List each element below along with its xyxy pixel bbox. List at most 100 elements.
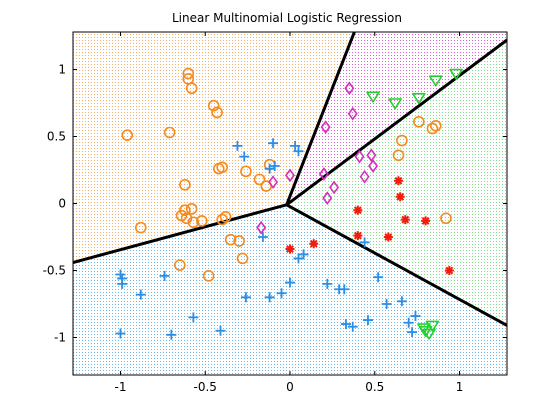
point-circle (426, 122, 439, 135)
point-diamond (318, 167, 329, 181)
point-triangle (412, 92, 426, 104)
x-tick-label: 0.5 (365, 380, 384, 394)
point-diamond (366, 148, 377, 163)
point-diamond (329, 180, 340, 195)
point-plus (362, 315, 373, 326)
point-circle (216, 213, 228, 226)
point-asterisk (353, 205, 363, 215)
point-circle (392, 149, 405, 162)
point-circle (196, 215, 208, 227)
axis-ticks: -1 -0.5 0 0.5 1 1 0.5 0 -0.5 -1 (43, 32, 507, 394)
point-diamond (347, 106, 358, 121)
point-triangle (428, 75, 443, 87)
point-diamond (285, 168, 295, 183)
point-triangle (366, 91, 380, 103)
point-plus (340, 319, 351, 330)
point-plus (215, 325, 226, 336)
point-triangle (388, 98, 402, 110)
region-bottom (73, 204, 507, 375)
x-tick-label: -1 (114, 380, 126, 394)
point-plus (240, 292, 251, 303)
point-circle (233, 235, 245, 247)
point-plus (373, 272, 384, 283)
point-plus (117, 278, 128, 289)
point-circle (135, 221, 147, 234)
boundary-line-2 (285, 32, 356, 206)
point-plus (239, 151, 250, 162)
point-asterisk (383, 232, 393, 242)
point-circle (216, 161, 228, 174)
point-diamond (256, 220, 267, 235)
region-upper-middle (286, 32, 507, 205)
point-plus (298, 249, 309, 260)
point-plus (276, 288, 287, 299)
y-tick-label: 0 (58, 197, 66, 211)
point-circle (429, 119, 442, 132)
point-asterisk (309, 239, 319, 249)
point-circle (236, 252, 249, 265)
point-plus (293, 146, 304, 157)
point-plus (264, 292, 275, 303)
point-plus (135, 289, 146, 300)
point-plus (115, 328, 126, 339)
point-circle (240, 165, 252, 178)
point-circle (211, 106, 223, 119)
point-circle (413, 115, 425, 128)
chart-title: Linear Multinomial Logistic Regression (172, 11, 402, 25)
point-circle (219, 211, 232, 223)
y-tick-label: -1 (54, 330, 66, 344)
point-plus (257, 231, 268, 242)
point-plus (285, 277, 295, 288)
point-asterisk (400, 215, 410, 225)
point-asterisk (444, 265, 454, 275)
point-plus (268, 138, 279, 149)
point-triangle (425, 320, 440, 332)
point-plus (347, 321, 358, 332)
x-tick-label: 1 (456, 380, 464, 394)
point-circle (185, 82, 198, 95)
point-diamond (368, 159, 379, 173)
data-points (115, 67, 463, 340)
point-asterisk (285, 244, 295, 254)
point-diamond (344, 81, 355, 96)
point-circle (202, 270, 215, 282)
point-circle (187, 216, 200, 229)
point-plus (188, 312, 199, 323)
point-plus (293, 253, 304, 264)
point-circle (185, 203, 198, 215)
point-plus (159, 270, 170, 281)
point-triangle (449, 68, 463, 80)
point-plus (381, 298, 392, 309)
point-plus (232, 140, 243, 151)
point-circle (253, 173, 266, 186)
point-plus (407, 327, 418, 338)
point-asterisk (394, 176, 403, 186)
point-plus (269, 160, 280, 171)
point-circle (396, 134, 408, 147)
point-diamond (322, 191, 333, 206)
point-plus (339, 284, 350, 295)
point-plus (290, 140, 301, 151)
y-tick-label: 1 (58, 63, 66, 77)
point-plus (410, 311, 421, 322)
boundary-line-3 (285, 38, 507, 207)
point-plus (322, 278, 333, 289)
point-asterisk (395, 192, 405, 202)
point-asterisk (421, 216, 431, 226)
y-tick-label: -0.5 (43, 263, 66, 277)
point-circle (179, 178, 191, 191)
y-tick-label: 0.5 (47, 130, 66, 144)
point-plus (166, 329, 177, 340)
point-plus (264, 163, 275, 174)
point-circle (121, 129, 134, 141)
x-tick-label: -0.5 (194, 380, 217, 394)
point-circle (440, 212, 452, 225)
x-tick-label: 0 (286, 380, 294, 394)
point-diamond (268, 175, 279, 189)
point-plus (359, 237, 370, 248)
point-diamond (354, 149, 365, 164)
decision-boundaries (73, 32, 507, 327)
point-triangle (418, 325, 433, 338)
point-circle (224, 233, 237, 246)
